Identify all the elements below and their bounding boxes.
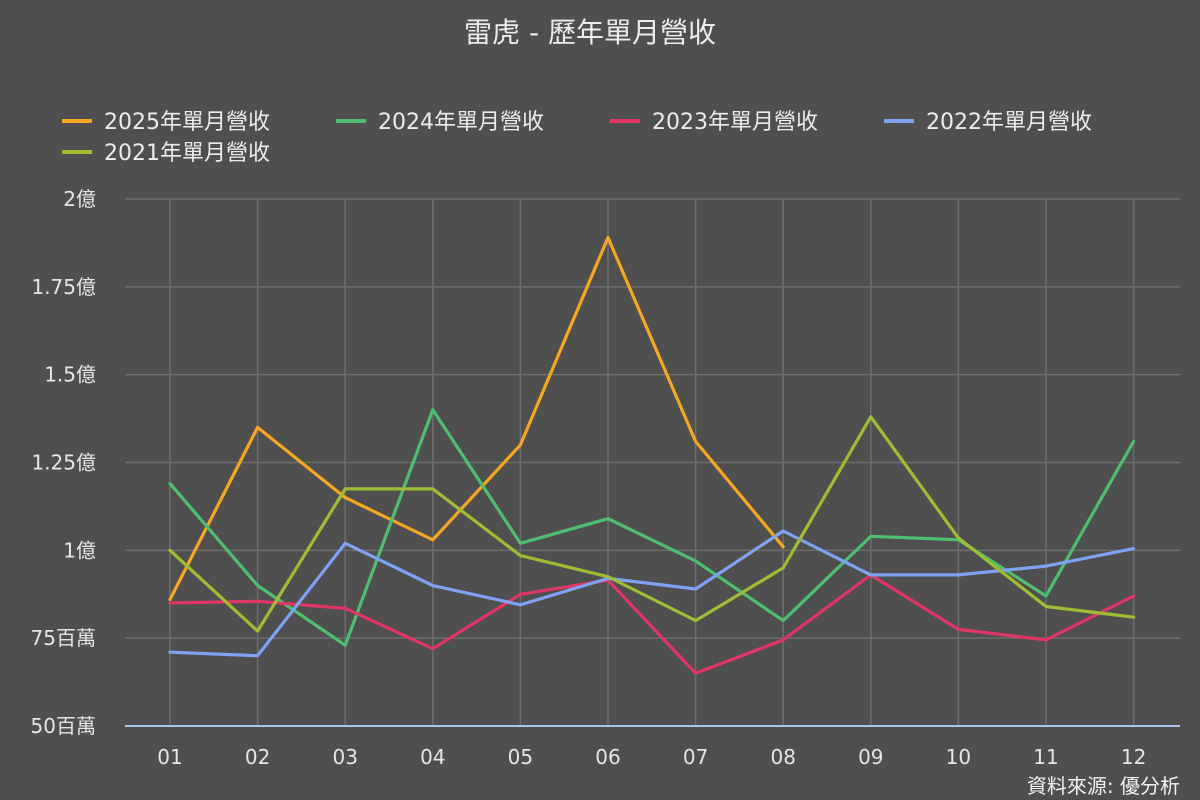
- x-tick-label: 07: [683, 745, 708, 769]
- series-lines: [168, 236, 1136, 675]
- y-tick-label: 1.25億: [31, 451, 96, 475]
- x-tick-label: 08: [770, 745, 795, 769]
- x-tick-label: 09: [858, 745, 883, 769]
- x-tick-label: 11: [1033, 745, 1058, 769]
- x-tick-label: 12: [1121, 745, 1146, 769]
- legend-item-2021: 2021年單月營收: [62, 141, 270, 166]
- x-tick-label: 01: [157, 745, 182, 769]
- series-line-2022: [168, 529, 1136, 658]
- grid: [125, 198, 1180, 726]
- legend-label-2025: 2025年單月營收: [104, 110, 270, 135]
- legend-item-2025: 2025年單月營收: [62, 110, 270, 135]
- x-tick-label: 06: [595, 745, 620, 769]
- x-tick-label: 02: [245, 745, 270, 769]
- x-tick-label: 05: [508, 745, 533, 769]
- series-line-2025: [168, 236, 785, 602]
- source-label: 資料來源: 優分析: [1027, 774, 1180, 798]
- legend-label-2021: 2021年單月營收: [104, 141, 270, 166]
- legend-label-2022: 2022年單月營收: [926, 110, 1092, 135]
- series-line-2024: [168, 408, 1136, 647]
- x-tick-label: 10: [946, 745, 971, 769]
- y-tick-label: 1.75億: [31, 275, 96, 299]
- y-axis: 50百萬 75百萬 1億 1.25億 1.5億 1.75億 2億: [31, 187, 96, 738]
- series-line-2021: [168, 415, 1136, 633]
- y-tick-label: 2億: [63, 187, 96, 211]
- legend-item-2023: 2023年單月營收: [610, 110, 818, 135]
- legend-label-2024: 2024年單月營收: [378, 110, 544, 135]
- y-tick-label: 1億: [63, 538, 96, 562]
- chart-title: 雷虎 - 歷年單月營收: [464, 16, 716, 49]
- y-tick-label: 1.5億: [44, 363, 96, 387]
- legend-item-2022: 2022年單月營收: [884, 110, 1092, 135]
- legend-label-2023: 2023年單月營收: [652, 110, 818, 135]
- series-line-2023: [168, 573, 1136, 675]
- x-axis: 01 02 03 04 05 06 07 08 09 10 11 12: [125, 725, 1180, 769]
- legend-item-2024: 2024年單月營收: [336, 110, 544, 135]
- x-tick-label: 03: [332, 745, 357, 769]
- y-tick-label: 50百萬: [31, 714, 96, 738]
- y-tick-label: 75百萬: [31, 626, 96, 650]
- x-tick-label: 04: [420, 745, 445, 769]
- legend: 2025年單月營收 2024年單月營收 2023年單月營收 2022年單月營收 …: [62, 110, 1092, 166]
